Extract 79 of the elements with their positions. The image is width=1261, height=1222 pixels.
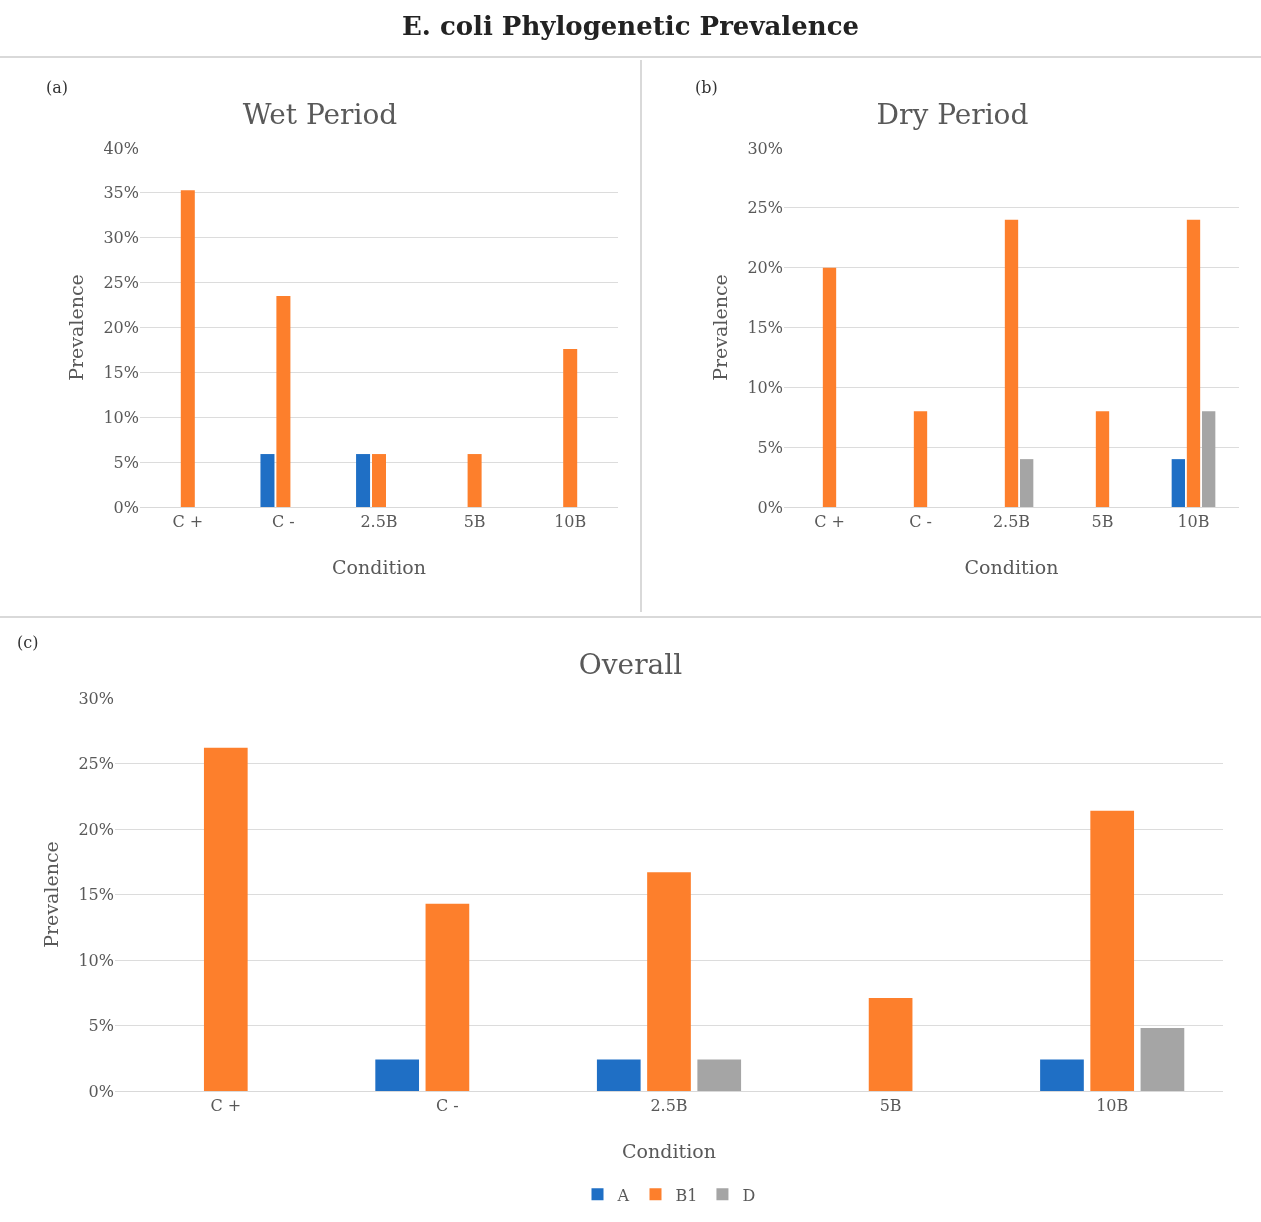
y-tick-label: 40% [103, 138, 139, 158]
x-tick-label: 5B [879, 1096, 902, 1116]
y-tick-label: 5% [88, 1016, 114, 1036]
legend-label: B1 [675, 1185, 698, 1205]
chart-subtitle: Wet Period [242, 97, 398, 131]
bar [425, 903, 470, 1091]
y-tick-label: 25% [747, 198, 783, 218]
bar [868, 997, 913, 1091]
x-axis-title: Condition [964, 556, 1059, 578]
y-tick-label: 0% [88, 1081, 114, 1101]
y-tick-label: 10% [103, 407, 139, 427]
y-tick-label: 30% [747, 138, 783, 158]
y-tick-label: 0% [113, 497, 139, 517]
bar [371, 454, 387, 507]
y-tick-label: 25% [78, 754, 114, 774]
legend-label: A [616, 1185, 630, 1205]
x-tick-label: C - [909, 512, 932, 532]
x-tick-label: 2.5B [992, 512, 1031, 532]
x-tick-label: 5B [1091, 512, 1114, 532]
x-tick-label: 10B [1096, 1096, 1129, 1116]
bar [647, 872, 691, 1091]
y-tick-label: 15% [78, 885, 114, 905]
y-tick-label: 30% [78, 688, 114, 708]
x-tick-label: 2.5B [360, 512, 398, 532]
bar [1004, 219, 1019, 507]
x-tick-label: C - [272, 512, 295, 532]
x-tick-label: C + [172, 512, 204, 532]
bar [180, 190, 195, 507]
y-tick-label: 0% [757, 497, 783, 517]
bar [563, 349, 578, 507]
chart-title: E. coli Phylogenetic Prevalence [0, 0, 1261, 58]
legend-label: D [742, 1185, 756, 1205]
y-tick-label: 5% [113, 452, 139, 472]
x-tick-label: 5B [463, 512, 486, 532]
chart-title: Dry Period [876, 97, 1029, 131]
x-tick-label: 10B [1177, 512, 1210, 532]
bar [276, 296, 291, 507]
y-tick-label: 15% [103, 362, 139, 382]
x-tick-label: C - [436, 1096, 459, 1116]
bar [913, 411, 928, 507]
x-axis-title: Condition [332, 556, 426, 578]
y-tick-label: 15% [747, 318, 783, 338]
y-tick-label: 10% [78, 950, 114, 970]
bar [260, 454, 275, 507]
text: (b) [695, 78, 718, 97]
x-tick-label: 2.5B [650, 1096, 688, 1116]
bar [1040, 1059, 1084, 1091]
y-tick-label: 20% [103, 318, 139, 338]
bar [596, 1059, 641, 1091]
y-axis-title: Prevalence [65, 274, 88, 381]
text: (c) [17, 633, 39, 652]
x-tick-label: C + [814, 512, 845, 532]
bar [1019, 459, 1034, 507]
bar [1090, 810, 1135, 1091]
y-tick-label: 20% [747, 258, 783, 278]
bar [203, 747, 248, 1091]
y-tick-label: 30% [103, 228, 139, 248]
chart-title: Overall [578, 647, 683, 681]
bar [697, 1059, 742, 1091]
bar [1201, 411, 1216, 507]
bar [375, 1059, 420, 1091]
x-tick-label: 10B [554, 512, 587, 532]
text: (a) [46, 78, 69, 97]
bar [822, 267, 837, 507]
bar [356, 454, 371, 507]
y-tick-label: 10% [747, 377, 783, 397]
x-axis-title: Condition [622, 1140, 716, 1162]
bar [1186, 219, 1201, 507]
y-tick-label: 20% [78, 819, 114, 839]
x-tick-label: C + [210, 1096, 242, 1116]
bar [1095, 411, 1110, 507]
y-axis-title: Prevalence [40, 841, 63, 948]
bar [467, 454, 482, 507]
bar [1140, 1028, 1185, 1091]
y-tick-label: 25% [103, 273, 139, 293]
y-tick-label: 35% [103, 183, 139, 203]
y-tick-label: 5% [757, 437, 783, 457]
bar [1171, 459, 1186, 507]
y-axis-title: Prevalence [709, 274, 732, 381]
